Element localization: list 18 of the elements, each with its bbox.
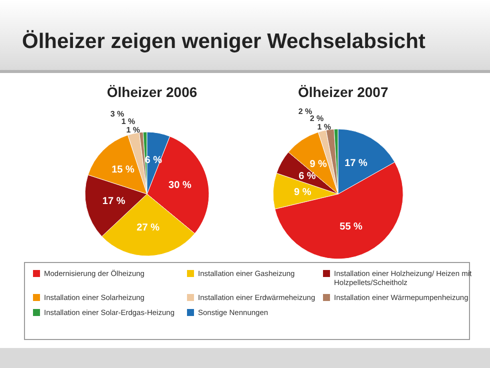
- data-label: 55 %: [340, 222, 363, 233]
- data-label: 1 %: [121, 116, 136, 126]
- data-label: 15 %: [112, 164, 134, 176]
- data-label: 6 %: [298, 171, 316, 182]
- data-label: 2 %: [298, 107, 312, 116]
- chart-title: Ölheizer zeigen weniger Wechselabsicht: [22, 30, 426, 54]
- data-label: 1 %: [126, 126, 140, 135]
- slice-label: Ölheizer 2006: [106, 84, 198, 100]
- data-label: 9 %: [294, 186, 312, 198]
- data-label: 2 %: [310, 114, 324, 124]
- data-label: 17 %: [102, 196, 126, 207]
- data-label: 30 %: [168, 180, 192, 192]
- data-label: 1 %: [317, 122, 332, 132]
- data-label: 17 %: [344, 158, 368, 169]
- data-label: 3 %: [110, 109, 124, 118]
- slice-label: Ölheizer 2007: [298, 84, 388, 100]
- data-label: 9 %: [310, 159, 328, 170]
- data-label: 27 %: [136, 222, 160, 234]
